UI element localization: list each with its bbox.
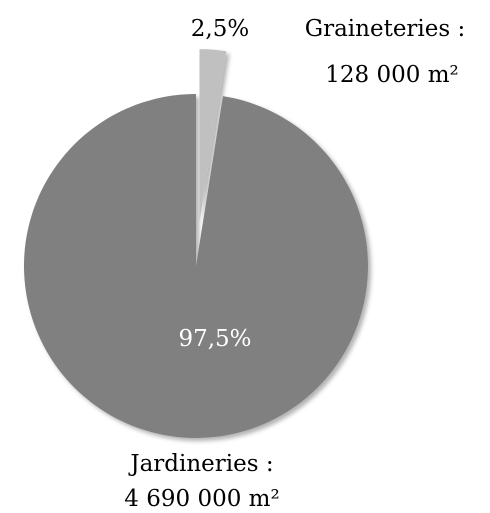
category-note: 4 690 000 m² bbox=[124, 486, 279, 512]
pie-slice bbox=[199, 49, 227, 222]
category-label: Graineteries : bbox=[305, 16, 466, 42]
value-label: 97,5% bbox=[178, 326, 251, 352]
pie bbox=[24, 49, 369, 438]
category-label: Jardineries : bbox=[128, 451, 273, 477]
value-label: 2,5% bbox=[191, 16, 249, 42]
pie-slice bbox=[24, 94, 369, 438]
category-note: 128 000 m² bbox=[325, 62, 458, 88]
